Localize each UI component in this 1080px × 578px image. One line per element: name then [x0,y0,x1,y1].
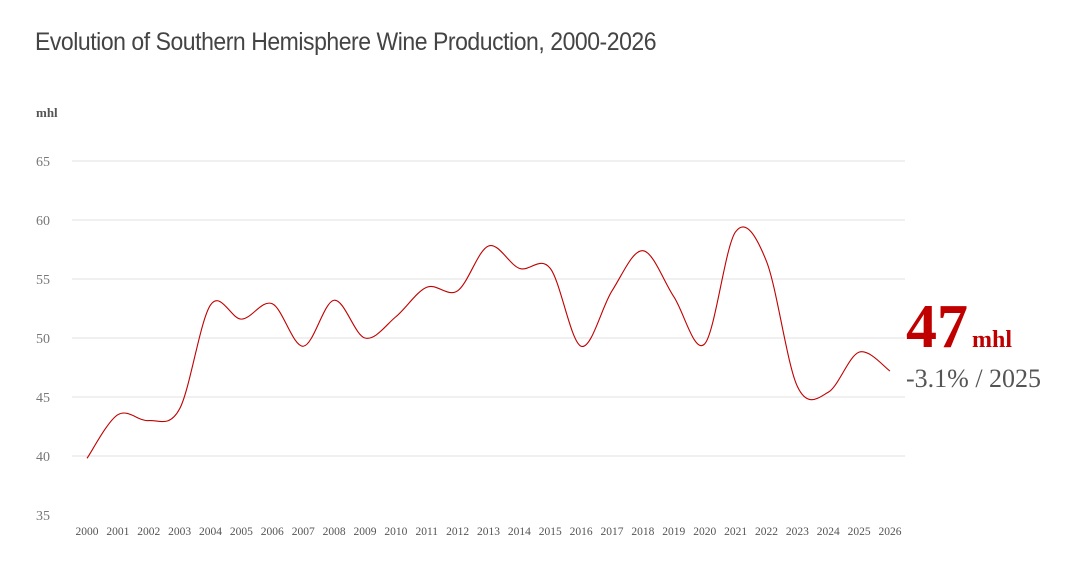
y-tick-label: 45 [36,391,50,406]
y-tick-label: 55 [36,273,50,288]
x-tick-label: 2013 [477,526,500,538]
y-tick-label: 40 [36,450,50,465]
latest-value-unit: mhl [972,327,1013,353]
x-tick-label: 2025 [848,526,871,538]
x-tick-label: 2011 [415,526,438,538]
latest-value-callout: 47 mhl -3.1% / 2025 [906,296,1041,394]
x-tick-label: 2004 [199,526,222,538]
x-tick-label: 2017 [601,526,624,538]
x-tick-label: 2010 [384,526,407,538]
series-group [86,226,891,459]
y-tick-label: 60 [36,214,50,229]
x-tick-label: 2005 [230,526,253,538]
grid-lines [72,160,905,457]
x-tick-label: 2018 [631,526,654,538]
x-tick-label: 2020 [693,526,716,538]
series-line-0 [86,226,891,459]
x-axis-ticks: 2000 2001 2002 2003 2004 2005 2006 2007 2008 2009… [76,526,902,538]
y-axis-unit-label: mhl [36,105,58,120]
x-tick-label: 2026 [879,526,902,538]
x-tick-label: 2022 [755,526,778,538]
x-tick-label: 2008 [323,526,346,538]
x-tick-label: 2015 [539,526,562,538]
x-tick-label: 2006 [261,526,284,538]
x-tick-label: 2007 [292,526,315,538]
x-tick-label: 2002 [137,526,160,538]
y-tick-label: 50 [36,332,50,347]
x-tick-label: 2014 [508,526,531,538]
x-tick-label: 2024 [817,526,840,538]
y-tick-label: 65 [36,155,50,170]
x-tick-label: 2000 [76,526,99,538]
chart-title: Evolution of Southern Hemisphere Wine Pr… [35,28,657,56]
x-tick-label: 2019 [662,526,685,538]
x-tick-label: 2021 [724,526,747,538]
latest-value: 47 [906,293,968,361]
y-tick-label: 35 [36,509,50,524]
x-tick-label: 2023 [786,526,809,538]
x-tick-label: 2001 [106,526,129,538]
x-tick-label: 2012 [446,526,469,538]
x-tick-label: 2003 [168,526,191,538]
x-tick-label: 2016 [570,526,593,538]
year-over-year-change: -3.1% / 2025 [906,364,1042,393]
x-tick-label: 2009 [353,526,376,538]
y-axis-ticks: 35 40 45 50 55 60 65 [36,155,50,524]
